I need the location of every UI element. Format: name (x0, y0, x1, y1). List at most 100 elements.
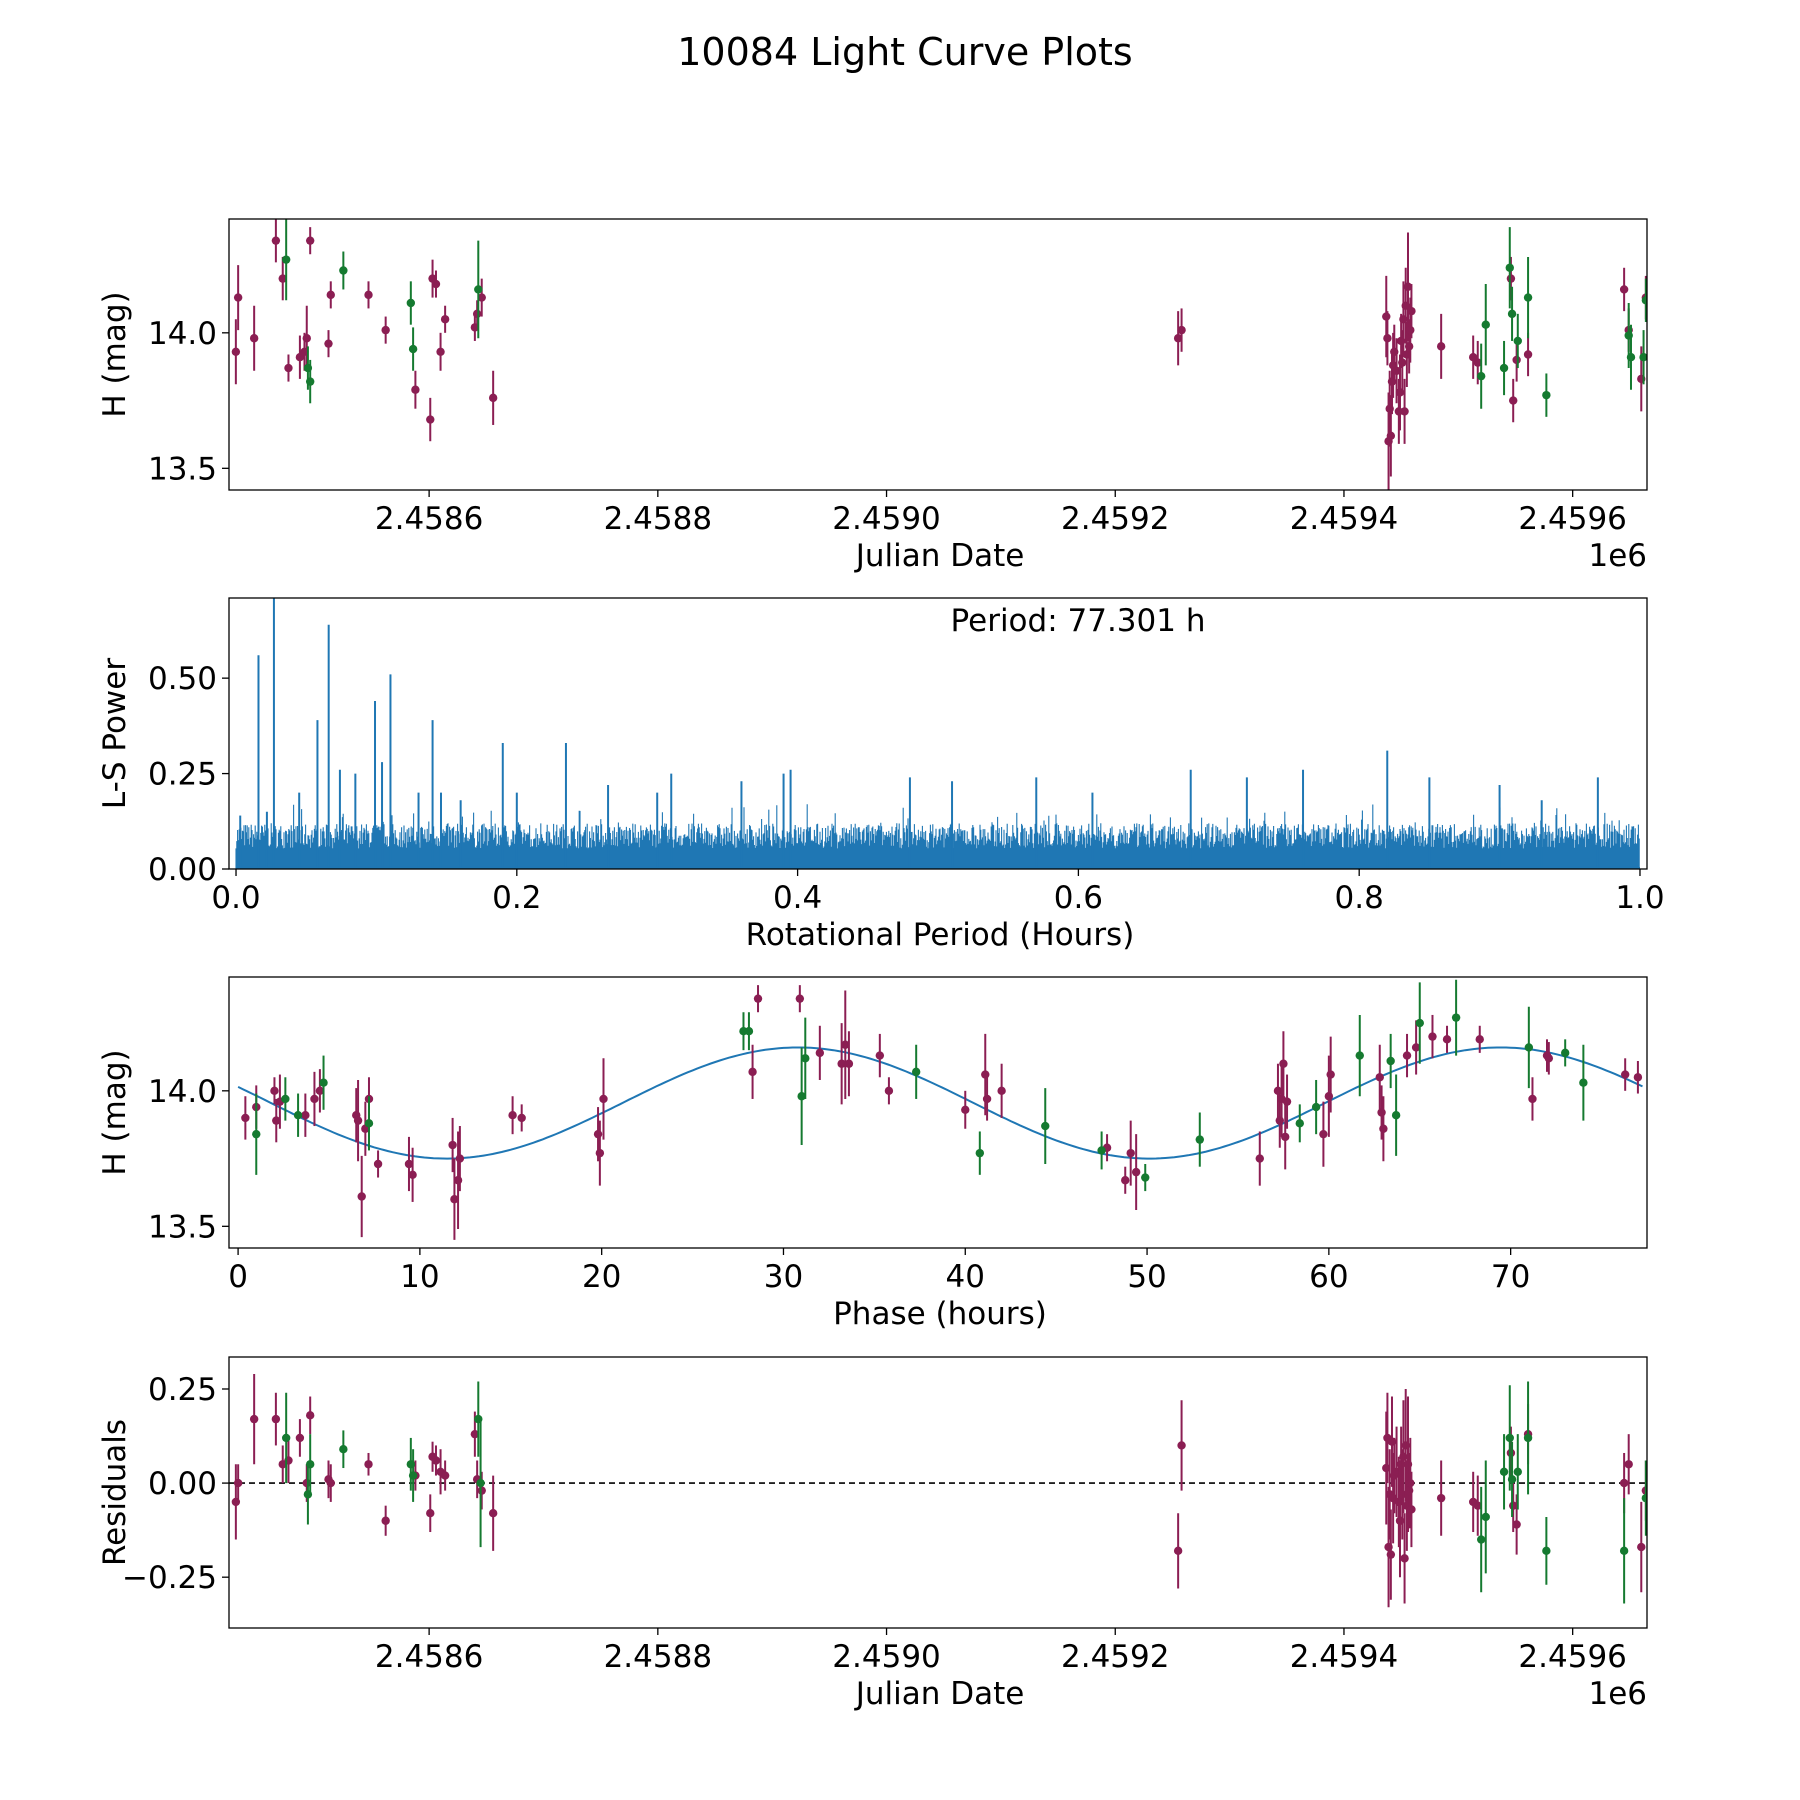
marker (744, 1027, 754, 1036)
data-point (1386, 1033, 1395, 1089)
marker (426, 1509, 435, 1518)
data-point (272, 1098, 281, 1143)
data-point (1436, 313, 1446, 379)
marker (1641, 1493, 1647, 1503)
marker (1295, 1119, 1304, 1128)
data-point (233, 265, 243, 331)
data-point (302, 305, 311, 371)
marker (997, 1086, 1006, 1096)
data-point (373, 1150, 383, 1178)
data-point (1407, 1471, 1416, 1548)
x-tick-label: 2.4586 (375, 1639, 483, 1675)
data-point (975, 1131, 985, 1175)
data-point (1097, 1131, 1106, 1170)
marker (1400, 407, 1409, 416)
data-point (1281, 1104, 1290, 1170)
marker (408, 1471, 418, 1480)
y-tick-label: 14.0 (148, 316, 217, 352)
marker (1404, 342, 1414, 351)
marker (1637, 1542, 1646, 1552)
data-point (301, 1093, 310, 1137)
marker (1505, 1433, 1514, 1443)
marker (599, 1094, 608, 1104)
marker (1131, 1167, 1141, 1177)
marker (1411, 1043, 1421, 1052)
marker (1407, 1505, 1416, 1514)
marker (233, 293, 243, 302)
marker (753, 994, 763, 1003)
data-point (271, 219, 281, 263)
y-tick-label: 0.25 (148, 757, 217, 793)
data-point (1386, 1509, 1396, 1600)
marker (1512, 1520, 1521, 1529)
marker (844, 1059, 854, 1068)
marker (315, 1086, 325, 1096)
marker (1403, 282, 1413, 291)
x-tick-label: 70 (1491, 1259, 1530, 1295)
marker (982, 1094, 992, 1104)
data-point (841, 990, 850, 1099)
data-point (1311, 1079, 1321, 1135)
marker (233, 1478, 243, 1488)
marker (1476, 1535, 1486, 1544)
marker (310, 1094, 319, 1104)
marker (1400, 1554, 1409, 1563)
y-tick-label: −0.25 (122, 1560, 217, 1596)
marker (841, 1040, 850, 1049)
data-point (1428, 1014, 1437, 1059)
x-tick-label: 2.4588 (604, 1639, 712, 1675)
data-point (517, 1104, 526, 1132)
marker (339, 266, 348, 275)
data-point (233, 1464, 243, 1502)
data-point (1509, 378, 1518, 423)
marker (1481, 1512, 1490, 1522)
marker (426, 415, 435, 424)
plot-area-residuals (229, 1373, 1647, 1608)
marker (1513, 1467, 1522, 1476)
data-point (1121, 1166, 1130, 1194)
data-point (508, 1096, 517, 1135)
marker (1281, 1132, 1290, 1142)
data-point (748, 1044, 757, 1099)
data-point (364, 1452, 373, 1476)
marker (1398, 358, 1407, 367)
marker (440, 315, 450, 324)
data-point (295, 1419, 305, 1457)
marker (281, 255, 291, 264)
data-point (1633, 1061, 1643, 1094)
marker (1383, 334, 1392, 343)
data-point (1386, 395, 1396, 477)
x-tick-label: 2.4590 (832, 1639, 940, 1675)
data-point (326, 1464, 335, 1502)
marker (1041, 1121, 1050, 1131)
x-tick-label: 2.4596 (1518, 1639, 1626, 1675)
data-point (426, 397, 435, 442)
marker (252, 1129, 261, 1139)
x-offset-label: 1e6 (1588, 538, 1647, 574)
x-tick-label: 0.0 (211, 880, 260, 916)
marker (1524, 1043, 1534, 1052)
marker (272, 1116, 281, 1125)
marker (1506, 274, 1516, 283)
y-tick-label: 0.00 (148, 852, 217, 888)
data-point (1507, 286, 1517, 341)
data-point (1476, 343, 1486, 409)
marker (1324, 1092, 1334, 1101)
y-tick-label: 13.5 (148, 1209, 217, 1245)
data-point (406, 281, 416, 325)
x-tick-label: 2.4594 (1290, 1639, 1398, 1675)
marker (1620, 1070, 1630, 1079)
marker (517, 1113, 526, 1123)
marker (373, 1159, 383, 1169)
marker (381, 1516, 390, 1525)
marker (1402, 1051, 1412, 1060)
data-point (1528, 1077, 1537, 1121)
marker (1436, 342, 1446, 351)
y-axis-label: H (mag) (97, 291, 133, 417)
marker (1507, 1475, 1517, 1484)
marker (474, 285, 483, 294)
marker (305, 236, 315, 245)
marker (293, 1111, 303, 1120)
marker (364, 1119, 374, 1128)
data-point (270, 1077, 279, 1105)
